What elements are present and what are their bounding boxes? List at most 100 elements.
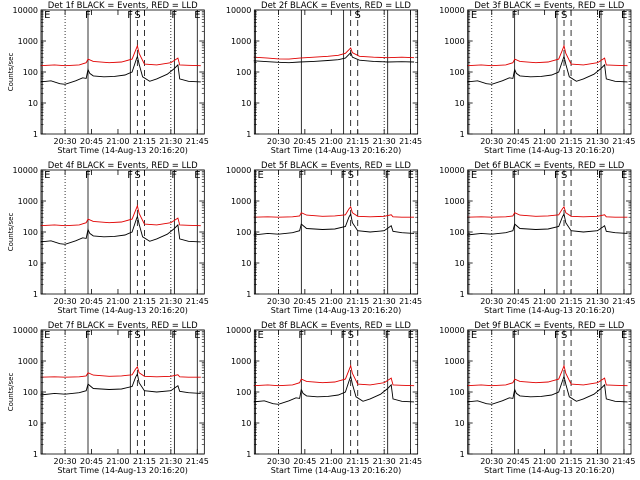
series-events-line: [40, 54, 201, 85]
x-tick-label: 21:00: [106, 297, 129, 306]
plot-frame: [40, 169, 205, 295]
annotation-label: E: [408, 330, 414, 341]
plot-frame: [253, 169, 419, 295]
y-tick-label: 10: [241, 99, 251, 108]
x-tick-label: 21:45: [186, 137, 209, 146]
x-tick-label: 20:45: [507, 137, 530, 146]
y-tick-label: 1: [246, 130, 251, 139]
x-tick-label: 21:30: [159, 297, 182, 306]
x-tick-label: 20:30: [480, 137, 503, 146]
x-tick-label: 21:45: [399, 137, 422, 146]
annotation-label: E: [471, 330, 477, 341]
series-lld-line: [40, 44, 201, 67]
x-axis-label: Start Time (14-Aug-13 20:16:20): [271, 306, 402, 315]
x-tick-label: 21:15: [133, 137, 156, 146]
annotation-label: F: [341, 330, 347, 341]
x-tick-label: 21:45: [186, 457, 209, 466]
annotation-label: E: [621, 10, 627, 21]
x-axis-label: Start Time (14-Aug-13 20:16:20): [57, 466, 188, 475]
x-tick-label: 21:30: [159, 137, 182, 146]
x-tick-label: 20:30: [480, 297, 503, 306]
x-tick-label: 21:30: [373, 457, 396, 466]
annotation-label: S: [561, 330, 567, 341]
x-tick-label: 21:00: [533, 137, 556, 146]
x-tick-label: 20:45: [80, 457, 103, 466]
x-tick-label: 20:30: [54, 137, 77, 146]
annotation-label: S: [134, 170, 140, 181]
y-tick-label: 100: [23, 228, 38, 237]
series-lld-line: [40, 365, 201, 378]
plot-frame: [467, 169, 632, 295]
annotation-label: F: [171, 10, 177, 21]
x-axis-label: Start Time (14-Aug-13 20:16:20): [57, 146, 188, 155]
annotation-label: E: [621, 170, 627, 181]
y-tick-label: 10: [241, 419, 251, 428]
y-tick-label: 1: [33, 290, 38, 299]
x-axis-label: Start Time (14-Aug-13 20:16:20): [484, 146, 615, 155]
annotation-label: F: [512, 330, 518, 341]
annotation-label: S: [134, 330, 140, 341]
x-tick-label: 21:30: [586, 457, 609, 466]
y-tick-label: 10000: [439, 6, 464, 15]
x-tick-label: 21:00: [320, 457, 343, 466]
annotation-label: F: [127, 10, 133, 21]
x-tick-label: 21:30: [159, 457, 182, 466]
annotation-label: F: [127, 330, 133, 341]
annotation-label: F: [512, 10, 518, 21]
y-tick-label: 1000: [231, 357, 251, 366]
x-tick-label: 21:45: [399, 297, 422, 306]
annotation-label: F: [298, 170, 304, 181]
x-tick-label: 20:30: [267, 137, 290, 146]
annotation-label: E: [471, 10, 477, 21]
x-tick-label: 20:45: [293, 297, 316, 306]
y-tick-label: 1000: [18, 357, 38, 366]
chart-title: Det 4f BLACK = Events, RED = LLD: [48, 161, 198, 171]
y-axis-label: Counts/sec: [7, 213, 15, 252]
annotation-label: E: [621, 330, 627, 341]
x-tick-label: 21:00: [106, 137, 129, 146]
y-tick-label: 10000: [226, 166, 251, 175]
annotation-label: S: [561, 10, 567, 21]
annotation-label: S: [134, 10, 140, 21]
y-tick-label: 1: [33, 450, 38, 459]
y-tick-label: 10: [28, 419, 38, 428]
annotation-label: F: [385, 170, 391, 181]
annotation-label: S: [561, 170, 567, 181]
y-tick-label: 1000: [444, 37, 464, 46]
y-tick-label: 1: [460, 450, 465, 459]
y-tick-label: 100: [449, 388, 464, 397]
annotation-label: E: [194, 170, 200, 181]
x-axis-label: Start Time (14-Aug-13 20:16:20): [271, 146, 402, 155]
y-tick-label: 100: [449, 68, 464, 77]
annotation-label: E: [44, 330, 50, 341]
y-tick-label: 10000: [439, 326, 464, 335]
annotation-label: F: [598, 170, 604, 181]
y-tick-label: 10000: [13, 6, 38, 15]
plot-frame: [40, 9, 205, 135]
x-tick-label: 20:45: [507, 297, 530, 306]
y-tick-label: 100: [449, 228, 464, 237]
chart-title: Det 3f BLACK = Events, RED = LLD: [474, 1, 624, 11]
x-tick-label: 21:30: [586, 297, 609, 306]
x-axis-label: Start Time (14-Aug-13 20:16:20): [484, 306, 615, 315]
y-tick-label: 1: [460, 290, 465, 299]
y-tick-label: 100: [23, 68, 38, 77]
x-tick-label: 21:45: [186, 297, 209, 306]
annotation-label: F: [512, 170, 518, 181]
x-tick-label: 21:45: [612, 137, 635, 146]
x-tick-label: 21:00: [320, 297, 343, 306]
annotation-label: F: [554, 330, 560, 341]
x-tick-label: 21:15: [133, 457, 156, 466]
y-tick-label: 10000: [13, 326, 38, 335]
x-tick-label: 21:15: [560, 297, 583, 306]
x-tick-label: 21:30: [373, 297, 396, 306]
y-tick-label: 100: [236, 68, 251, 77]
y-axis-label: Counts/sec: [7, 53, 15, 92]
annotation-label: E: [194, 10, 200, 21]
